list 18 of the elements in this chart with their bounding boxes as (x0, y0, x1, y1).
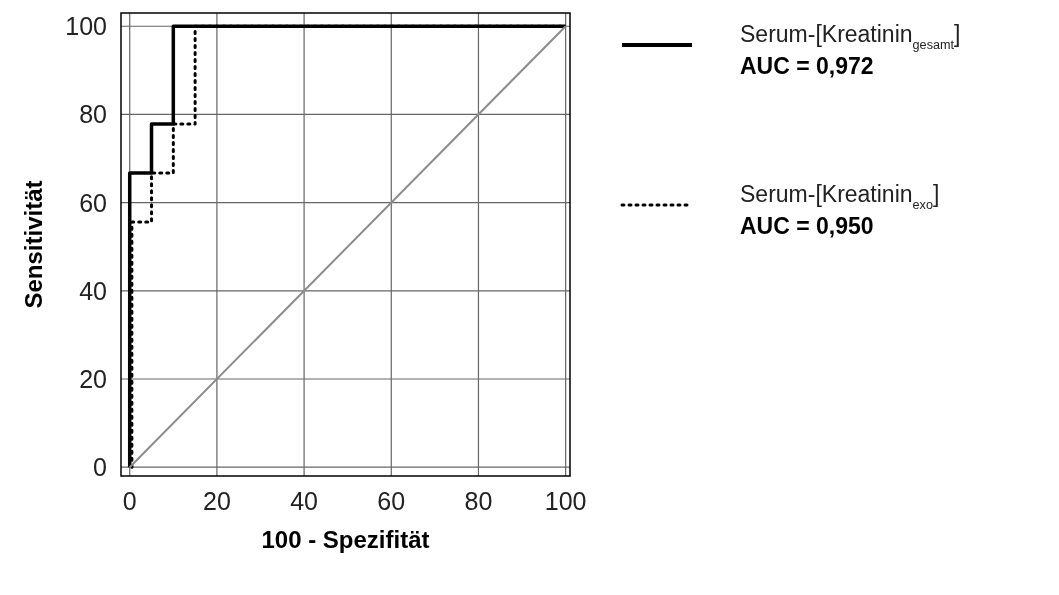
x-tick-label: 0 (122, 487, 137, 515)
legend-label: Serum-[Kreatinin$_{gesamt}$] (740, 21, 961, 52)
legend-label: Serum-[Kreatinin$_{exo}$] (740, 181, 940, 212)
x-tick-label: 60 (377, 487, 406, 515)
x-axis-title: 100 - Spezifität (261, 526, 430, 553)
x-tick-label: 20 (203, 487, 231, 515)
y-tick-label: 40 (79, 276, 107, 305)
y-tick-label: 20 (79, 364, 107, 393)
text: AUC = 0,950 (740, 213, 874, 239)
y-tick-label: 80 (79, 100, 107, 129)
x-tick-label: 100 (544, 487, 587, 515)
y-tick-label: 0 (93, 453, 107, 482)
x-tick-label: 40 (290, 487, 318, 515)
text: AUC = 0,972 (740, 53, 874, 79)
y-tick-label: 60 (79, 188, 107, 217)
y-tick-label: 100 (65, 12, 107, 41)
x-tick-label: 80 (464, 487, 493, 515)
y-axis-title: Sensitivität (20, 180, 47, 309)
